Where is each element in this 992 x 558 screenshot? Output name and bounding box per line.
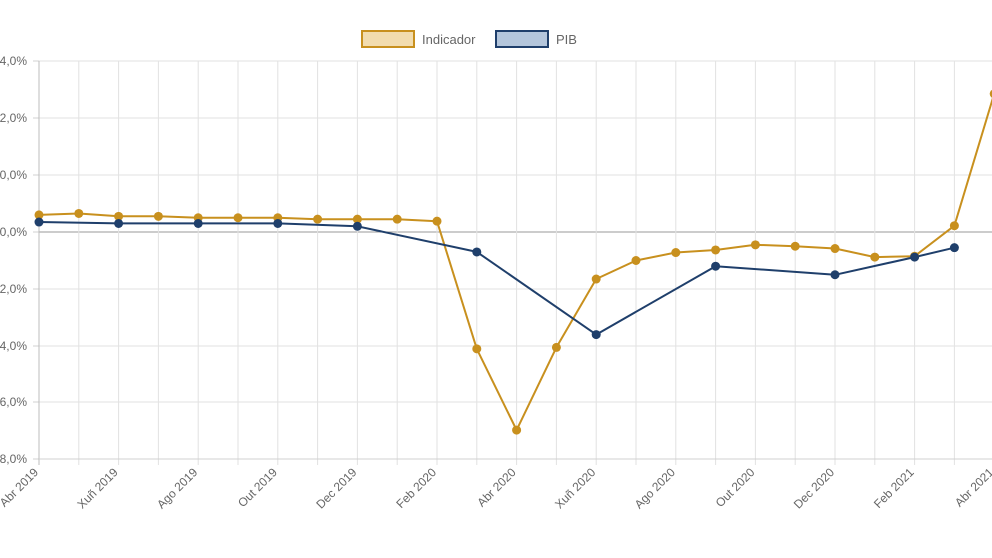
data-point-pib[interactable] xyxy=(949,243,959,253)
data-point-indicador[interactable] xyxy=(830,244,840,254)
data-point-pib[interactable] xyxy=(273,218,283,228)
data-point-indicador[interactable] xyxy=(352,214,362,224)
y-tick-label: -4,0% xyxy=(0,339,27,353)
data-point-indicador[interactable] xyxy=(591,274,601,284)
data-point-pib[interactable] xyxy=(591,330,601,340)
y-tick-label: -8,0% xyxy=(0,452,27,466)
legend-swatch xyxy=(495,30,549,48)
x-tick-label: Ago 2019 xyxy=(154,465,200,511)
x-tick-label: Abr 2019 xyxy=(0,465,41,510)
x-axis-ticks: Abr 2019 Xuñ 2019 Ago 2019 Out 2019 Dec 2019… xyxy=(0,465,992,511)
data-point-pib[interactable] xyxy=(910,252,920,262)
data-point-indicador[interactable] xyxy=(34,210,44,220)
data-point-indicador[interactable] xyxy=(631,256,641,265)
data-point-indicador[interactable] xyxy=(233,213,243,223)
series-line-pib xyxy=(38,221,955,336)
x-tick-label: Ago 2020 xyxy=(632,465,678,511)
x-tick-label: Abr 2021 xyxy=(952,465,992,510)
x-tick-label: Abr 2020 xyxy=(474,465,519,510)
x-tick-label: Out 2019 xyxy=(235,465,280,510)
data-point-pib[interactable] xyxy=(352,221,362,231)
data-point-indicador[interactable] xyxy=(432,216,442,226)
data-point-indicador[interactable] xyxy=(392,214,402,224)
legend-label: PIB xyxy=(556,32,577,47)
x-tick-label: Dec 2019 xyxy=(313,465,359,511)
data-point-indicador[interactable] xyxy=(949,221,959,231)
data-point-indicador[interactable] xyxy=(750,240,760,250)
legend-item-pib[interactable]: PIB xyxy=(495,30,577,48)
y-tick-label: -2,0% xyxy=(0,282,27,296)
data-point-indicador[interactable] xyxy=(313,214,323,224)
x-tick-label: Out 2020 xyxy=(713,465,758,510)
x-tick-label: Dec 2020 xyxy=(791,465,837,511)
data-point-indicador[interactable] xyxy=(512,425,522,435)
data-point-indicador[interactable] xyxy=(472,344,482,354)
data-point-indicador[interactable] xyxy=(551,342,561,352)
y-tick-label: 0,0% xyxy=(0,168,27,182)
series-lines xyxy=(38,97,992,432)
data-point-pib[interactable] xyxy=(711,261,721,271)
x-tick-label: Xuñ 2020 xyxy=(552,465,598,511)
legend-item-indicador[interactable]: Indicador xyxy=(361,30,476,48)
y-tick-label: -6,0% xyxy=(0,395,27,409)
data-point-indicador[interactable] xyxy=(74,208,84,218)
data-point-indicador[interactable] xyxy=(711,245,721,255)
grid-lines xyxy=(33,60,992,465)
x-tick-label: Feb 2020 xyxy=(393,465,439,511)
data-point-indicador[interactable] xyxy=(870,252,880,262)
legend[interactable]: Indicador PIB xyxy=(361,30,577,48)
legend-label: Indicador xyxy=(422,32,476,47)
series-points xyxy=(34,89,992,435)
y-tick-label: 0,0% xyxy=(0,225,27,239)
data-point-pib[interactable] xyxy=(114,218,124,228)
x-tick-label: Xuñ 2019 xyxy=(74,465,120,511)
data-point-indicador[interactable] xyxy=(790,241,800,251)
data-point-pib[interactable] xyxy=(193,218,203,228)
legend-swatch xyxy=(361,30,415,48)
data-point-pib[interactable] xyxy=(472,247,482,257)
series-line-indicador xyxy=(38,97,992,432)
y-tick-label: 2,0% xyxy=(0,111,27,125)
y-tick-label: 4,0% xyxy=(0,54,27,68)
data-point-indicador[interactable] xyxy=(153,211,163,221)
data-point-pib[interactable] xyxy=(830,270,840,280)
data-point-indicador[interactable] xyxy=(989,89,992,98)
y-axis-ticks: 4,0% 2,0% 0,0% 0,0% -2,0% -4,0% -6,0% -8,0% xyxy=(0,54,27,466)
data-point-indicador[interactable] xyxy=(671,248,681,258)
data-point-indicador[interactable] xyxy=(114,211,124,221)
data-point-pib[interactable] xyxy=(34,217,44,227)
x-tick-label: Feb 2021 xyxy=(871,465,917,511)
